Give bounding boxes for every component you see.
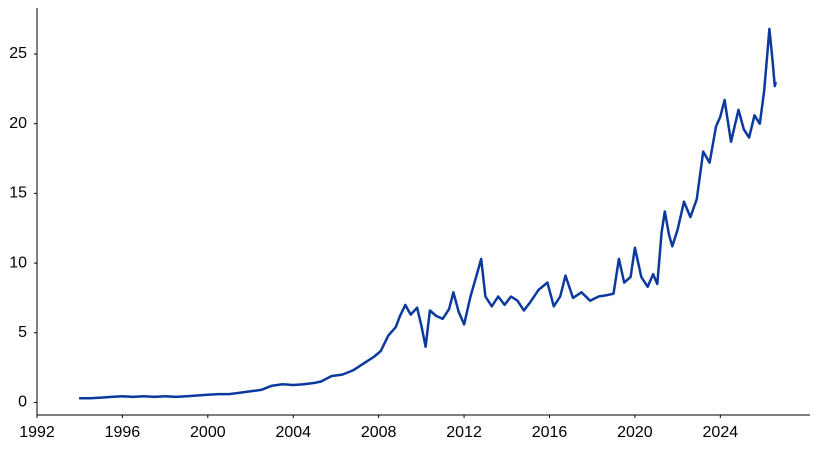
- x-tick-label: 2012: [446, 424, 482, 441]
- x-tick-label: 2008: [361, 424, 397, 441]
- y-tick-label: 10: [9, 254, 27, 271]
- x-tick-label: 2004: [275, 424, 311, 441]
- data-line: [79, 27, 778, 400]
- x-tick-label: 2016: [532, 424, 568, 441]
- y-tick-label: 20: [9, 115, 27, 132]
- y-tick-label: 15: [9, 185, 27, 202]
- y-tick-label: 5: [18, 324, 27, 341]
- x-tick-label: 1996: [105, 424, 141, 441]
- x-tick-label: 2000: [190, 424, 226, 441]
- x-tick-label: 2020: [617, 424, 653, 441]
- x-tick-label: 1992: [19, 424, 55, 441]
- x-tick-label: 2024: [703, 424, 739, 441]
- y-tick-label: 0: [18, 394, 27, 411]
- y-tick-label: 25: [9, 45, 27, 62]
